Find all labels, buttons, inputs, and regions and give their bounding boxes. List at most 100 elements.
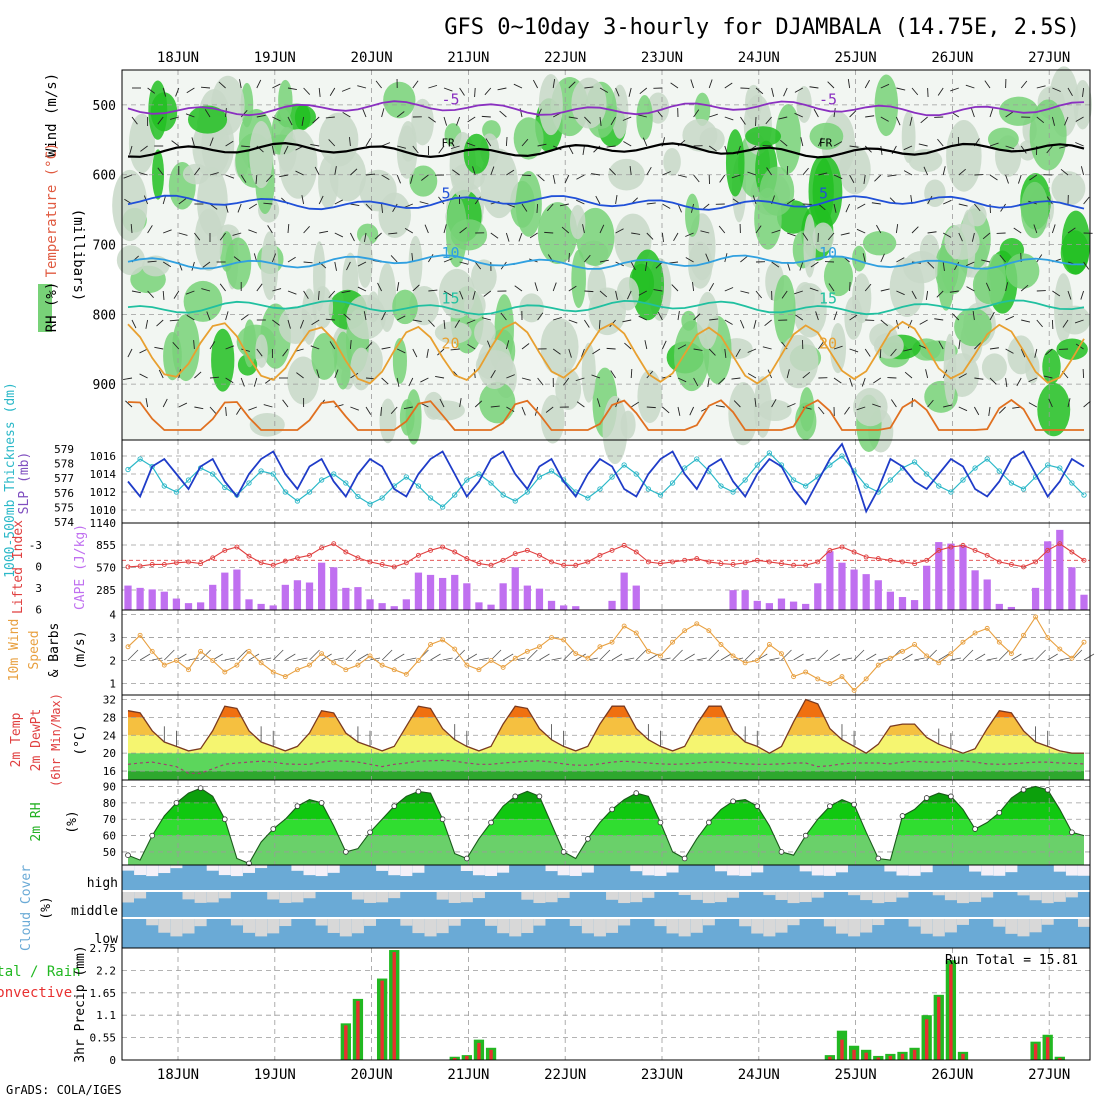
wind-barb: [896, 290, 905, 296]
rh-blob: [873, 332, 904, 359]
wind-barb: [740, 255, 748, 263]
wind-barb: [532, 79, 538, 89]
wind-barb: [209, 137, 214, 147]
cloud-gap: [291, 892, 304, 903]
cape-bar: [160, 591, 168, 610]
thickness-point: [984, 456, 990, 462]
rh-point: [173, 800, 180, 806]
wind-barb: [296, 372, 304, 379]
wind-barb: [1013, 227, 1022, 234]
wind-barb: [765, 116, 772, 125]
wind-barb: [911, 87, 919, 96]
wind-barb: [584, 290, 594, 293]
wind-barb: [662, 406, 670, 414]
rh-tick: 70: [103, 813, 116, 826]
wind-barb: [661, 340, 667, 350]
cloud-gap: [170, 919, 183, 937]
cloud-gap: [727, 892, 740, 898]
wind-barb: [1005, 282, 1009, 292]
cloud-gap: [981, 892, 994, 898]
wind-tick: 3: [109, 632, 116, 645]
wind-barb: [506, 406, 515, 413]
wind-barb: [299, 319, 305, 329]
day-label-bottom: 21JUN: [447, 1067, 489, 1083]
wind-barb: [568, 319, 578, 324]
wind10m-barb: [938, 653, 949, 661]
cloud-gap: [884, 865, 897, 872]
wind-barb: [438, 196, 445, 205]
rh-blob: [696, 291, 719, 350]
wind-barb: [971, 232, 975, 242]
wind-barb: [219, 232, 226, 241]
wind-barb: [849, 110, 857, 118]
cloud-gap: [581, 919, 594, 934]
wind-barb: [871, 202, 881, 205]
rh-point: [778, 849, 785, 855]
wind10m-barb: [430, 653, 441, 661]
cloud-gap: [122, 865, 134, 871]
cloud-gap: [388, 892, 401, 899]
wind-barb: [622, 319, 632, 323]
wind-barb: [989, 377, 997, 385]
cape-bar: [269, 605, 277, 610]
rh-point: [1069, 829, 1075, 836]
wind-barb: [747, 348, 757, 353]
cloud-gap: [1065, 892, 1078, 898]
cloud-gap: [1017, 892, 1030, 896]
wind-barb: [644, 340, 648, 350]
cloud-gap: [351, 919, 364, 934]
wind-barb: [218, 81, 226, 89]
wind-barb: [943, 199, 952, 205]
wind-barb: [958, 406, 968, 412]
wind-barb: [506, 374, 515, 379]
wind-barb: [1028, 402, 1038, 408]
wind-barb: [139, 348, 148, 354]
wind-barb: [240, 314, 249, 321]
lifted-point: [464, 556, 470, 562]
wind-barb: [201, 288, 211, 292]
cloud-gap: [243, 919, 256, 933]
wind-barb: [334, 166, 337, 176]
pressure-tick: 700: [93, 239, 116, 254]
cape-bar: [426, 574, 435, 610]
cape-bar: [765, 603, 773, 610]
precip-conv-bar: [864, 1052, 868, 1060]
wind-barb: [1067, 290, 1072, 300]
lifted-point: [972, 547, 978, 553]
wind-barb: [958, 203, 968, 207]
cape-bar: [886, 591, 895, 610]
wind-barb: [248, 229, 257, 234]
cape-bar: [838, 562, 846, 610]
wind-barb: [397, 145, 407, 149]
wind-barb: [890, 348, 897, 357]
thickness-point: [790, 477, 797, 483]
wind-barb: [206, 311, 211, 321]
wind-barb: [864, 348, 871, 357]
cloud-row: [122, 919, 1090, 948]
wind-barb: [630, 368, 633, 379]
wind-barb: [724, 82, 733, 89]
wind-barb: [272, 116, 281, 122]
wind10m-barb: [672, 649, 683, 661]
wind-barb: [965, 84, 975, 89]
wind-barb: [318, 195, 324, 205]
wind-barb: [849, 174, 855, 184]
wind-barb: [131, 319, 137, 329]
cloud-gap: [230, 865, 243, 877]
cloud-gap: [182, 919, 195, 934]
thickness-point: [621, 462, 627, 468]
wind-barb: [1048, 398, 1053, 408]
wind-barb: [456, 116, 461, 126]
wind-barb: [454, 319, 460, 328]
wind-barb: [175, 87, 180, 97]
cape-bar: [196, 602, 205, 610]
wind-barb: [626, 290, 632, 300]
wind10m-barb: [950, 657, 961, 661]
wind-barb: [419, 201, 429, 205]
wind-barb: [381, 377, 389, 385]
rh-blob: [128, 113, 156, 174]
cloud-gap: [956, 919, 969, 925]
wind-barb: [147, 260, 157, 263]
wind-barb: [927, 231, 937, 234]
cape-bar: [257, 603, 265, 610]
